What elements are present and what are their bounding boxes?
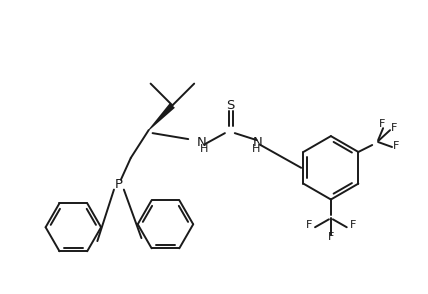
Text: N: N bbox=[197, 136, 207, 148]
Text: F: F bbox=[379, 119, 385, 129]
Text: H: H bbox=[200, 144, 208, 154]
Text: F: F bbox=[306, 220, 312, 230]
Text: P: P bbox=[115, 178, 123, 191]
Text: S: S bbox=[226, 99, 234, 112]
Text: H: H bbox=[251, 144, 260, 154]
Text: F: F bbox=[391, 123, 397, 133]
Polygon shape bbox=[148, 103, 175, 131]
Text: F: F bbox=[393, 141, 399, 151]
Text: F: F bbox=[328, 232, 334, 242]
Text: F: F bbox=[350, 220, 356, 230]
Text: N: N bbox=[253, 136, 262, 148]
